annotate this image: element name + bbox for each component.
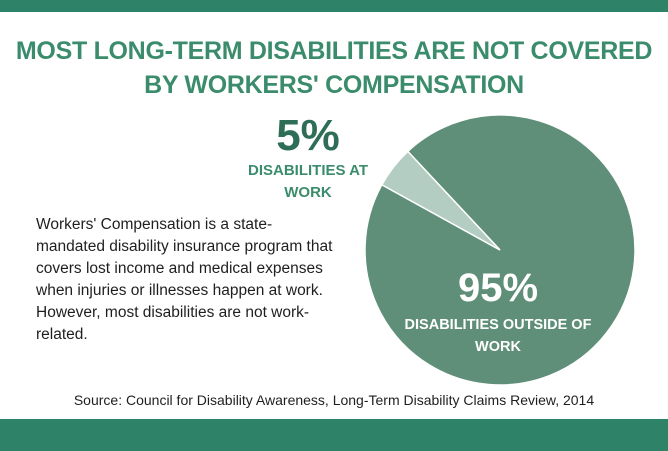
description-text: Workers' Compensation is a state-mandate… <box>36 216 333 343</box>
outside-work-percent-label: 95% <box>457 266 539 310</box>
at-work-percent-label: 5% <box>276 111 340 160</box>
at-work-slice-label: DISABILITIES AT WORK <box>248 162 368 201</box>
bottom-accent-bar <box>0 419 668 451</box>
top-accent-bar <box>0 0 668 12</box>
outside-work-slice-label: DISABILITIES OUTSIDE OF WORK <box>404 317 592 355</box>
source-citation: Source: Council for Disability Awareness… <box>73 392 595 408</box>
pie-slice-at-work <box>380 150 501 251</box>
infographic-title: MOST LONG-TERM DISABILITIES ARE NOT COVE… <box>15 37 653 99</box>
